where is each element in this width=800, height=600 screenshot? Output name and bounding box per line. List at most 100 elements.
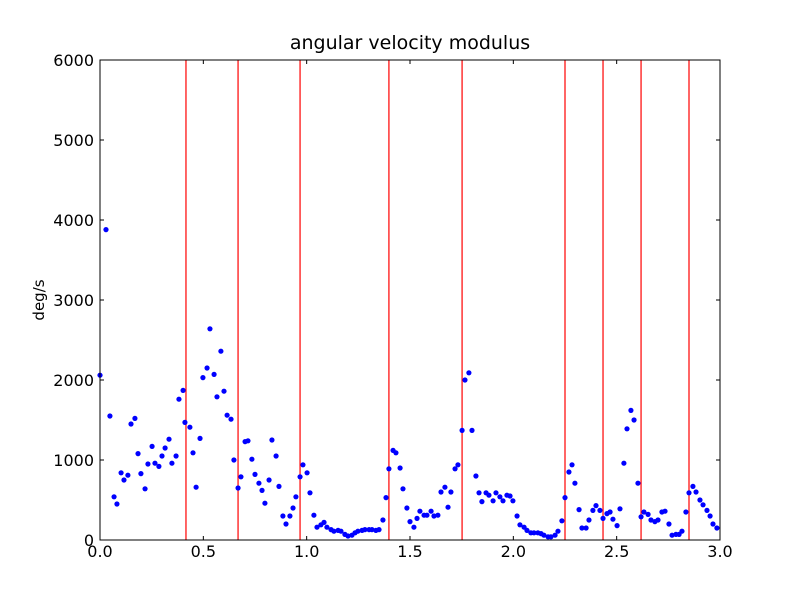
data-point [180,387,186,393]
data-point [121,477,127,483]
data-point [245,438,251,444]
data-point [579,525,585,531]
data-point [338,528,344,534]
data-point [635,480,641,486]
data-point [590,507,596,513]
data-point [531,530,537,536]
data-point [569,462,575,468]
data-point [376,527,382,533]
data-point [304,470,310,476]
data-point [111,494,117,500]
data-point [259,487,265,493]
data-point [486,492,492,498]
data-point [256,480,262,486]
data-point [173,453,179,459]
data-point [455,462,461,468]
x-tick-label: 2.5 [604,542,629,561]
data-point [679,528,685,534]
data-point [514,513,520,519]
y-tick-label: 3000 [53,291,94,310]
data-point [169,460,175,466]
data-point [683,509,689,515]
data-point [710,521,716,527]
data-point [404,505,410,511]
data-point [224,412,230,418]
data-point [162,445,168,451]
data-point [414,515,420,522]
data-point [655,517,661,523]
y-tick-label: 6000 [53,51,94,70]
data-point [572,480,578,486]
data-point [152,460,158,466]
y-tick-label: 1000 [53,451,94,470]
data-point [156,463,162,469]
x-tick-label: 1.0 [294,542,319,561]
data-point [290,505,296,511]
data-point [507,493,513,499]
data-point [469,427,475,433]
data-point [231,457,237,463]
data-point [238,474,244,480]
data-point [200,375,206,381]
data-point [448,489,454,495]
x-tick-label: 3.0 [707,542,732,561]
data-point [204,365,210,371]
data-point [714,525,720,531]
data-point [314,524,320,530]
data-point [707,513,713,519]
data-point [211,371,217,377]
data-point [624,426,630,432]
data-point [142,486,148,492]
data-point [428,508,434,514]
data-point [138,471,144,477]
data-point [331,528,337,534]
data-point [700,502,706,508]
data-point [586,517,592,523]
data-point [445,504,451,510]
data-point [493,490,499,496]
data-point [479,499,485,505]
data-point [128,421,134,427]
data-point [424,512,430,518]
data-point [559,518,565,524]
data-point [386,466,392,472]
data-point [541,532,547,538]
data-point [383,495,389,501]
data-point [182,419,188,425]
data-point [686,490,692,496]
data-point [355,528,361,534]
y-tick-label: 5000 [53,131,94,150]
data-point [452,466,458,472]
data-point [132,415,138,421]
data-point [628,407,634,413]
data-point [459,427,465,433]
y-tick-label: 2000 [53,371,94,390]
data-point [621,460,627,466]
data-point [187,424,193,430]
data-point [704,507,710,513]
data-point [369,527,375,533]
data-point [311,512,317,518]
data-point [693,489,699,495]
data-point [435,512,441,518]
data-point [149,443,155,449]
data-point [555,528,561,534]
data-point [638,514,644,520]
data-point [166,436,172,442]
data-point [669,532,675,538]
data-point [228,416,234,422]
data-point [293,494,299,500]
data-point [607,509,613,515]
data-point [641,509,647,515]
data-point [273,453,279,459]
data-point [159,453,165,459]
data-point [135,451,141,457]
data-point [593,503,599,509]
data-point [524,527,530,534]
data-point [442,484,448,490]
data-point [300,462,306,468]
data-point [417,508,423,514]
data-point [266,477,272,483]
data-point [218,348,224,354]
